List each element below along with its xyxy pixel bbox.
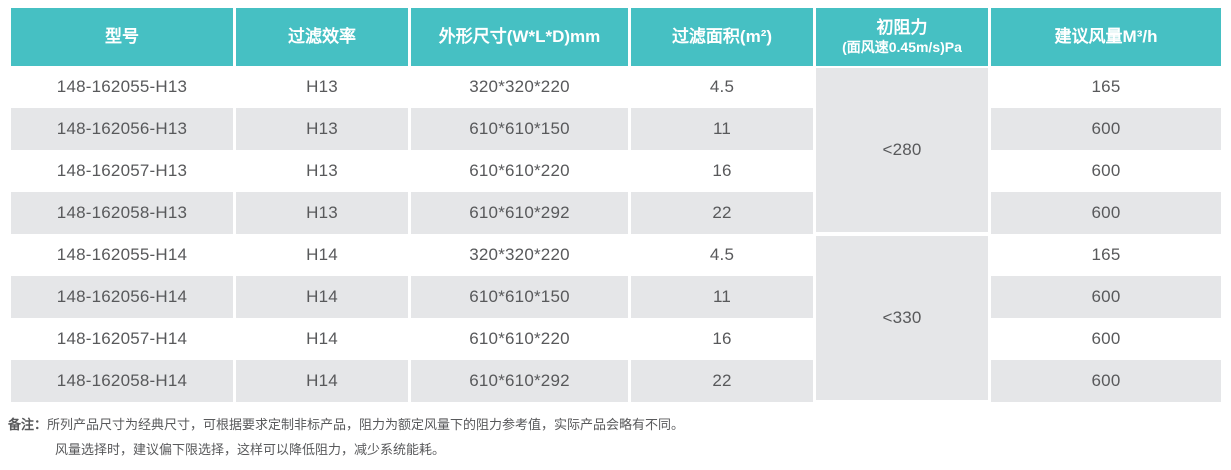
cell-airflow: 165 <box>991 66 1221 108</box>
cell-filter-area: 11 <box>631 108 813 150</box>
cell-filter-area: 11 <box>631 276 813 318</box>
table-row: 148-162056-H13 H13 610*610*150 11 600 <box>11 108 1221 150</box>
cell-dimensions: 610*610*150 <box>411 276 628 318</box>
initial-resistance-title: 初阻力 <box>876 18 928 38</box>
initial-resistance-subtitle: (面风速0.45m/s)Pa <box>842 38 962 55</box>
cell-efficiency: H14 <box>236 360 408 402</box>
cell-airflow: 600 <box>991 150 1221 192</box>
column-header-filter-area: 过滤面积(m²) <box>631 8 813 66</box>
cell-efficiency: H13 <box>236 108 408 150</box>
merged-cell-initial-resistance: <280 <box>816 66 988 234</box>
footnote-label: 备注： <box>8 417 48 432</box>
footnote-line-1: 备注：所列产品尺寸为经典尺寸，可根据要求定制非标产品，阻力为额定风量下的阻力参考… <box>8 412 1231 437</box>
cell-model: 148-162058-H13 <box>11 192 233 234</box>
cell-filter-area: 22 <box>631 192 813 234</box>
table-body: 148-162055-H13 H13 320*320*220 4.5 <280 … <box>11 66 1221 402</box>
cell-airflow: 600 <box>991 108 1221 150</box>
table-header: 型号 过滤效率 外形尺寸(W*L*D)mm 过滤面积(m²) 初阻力 (面风速0… <box>11 8 1221 66</box>
cell-filter-area: 4.5 <box>631 234 813 276</box>
cell-model: 148-162056-H14 <box>11 276 233 318</box>
cell-model: 148-162057-H14 <box>11 318 233 360</box>
cell-airflow: 165 <box>991 234 1221 276</box>
cell-model: 148-162057-H13 <box>11 150 233 192</box>
table-container: 型号 过滤效率 外形尺寸(W*L*D)mm 过滤面积(m²) 初阻力 (面风速0… <box>8 8 1224 402</box>
table-row: 148-162055-H13 H13 320*320*220 4.5 <280 … <box>11 66 1221 234</box>
cell-efficiency: H14 <box>236 234 408 276</box>
table-row: 148-162056-H14 H14 610*610*150 11 600 <box>11 276 1221 318</box>
column-header-model: 型号 <box>11 8 233 66</box>
footnote-text-1: 所列产品尺寸为经典尺寸，可根据要求定制非标产品，阻力为额定风量下的阻力参考值，实… <box>47 417 685 432</box>
header-row: 型号 过滤效率 外形尺寸(W*L*D)mm 过滤面积(m²) 初阻力 (面风速0… <box>11 8 1221 66</box>
cell-dimensions: 610*610*292 <box>411 192 628 234</box>
column-header-airflow: 建议风量M³/h <box>991 8 1221 66</box>
table-row: 148-162057-H14 H14 610*610*220 16 600 <box>11 318 1221 360</box>
cell-airflow: 600 <box>991 360 1221 402</box>
cell-model: 148-162058-H14 <box>11 360 233 402</box>
cell-dimensions: 610*610*220 <box>411 318 628 360</box>
cell-dimensions: 610*610*292 <box>411 360 628 402</box>
cell-efficiency: H14 <box>236 276 408 318</box>
cell-filter-area: 22 <box>631 360 813 402</box>
cell-airflow: 600 <box>991 276 1221 318</box>
cell-airflow: 600 <box>991 192 1221 234</box>
cell-filter-area: 16 <box>631 150 813 192</box>
cell-dimensions: 320*320*220 <box>411 234 628 276</box>
cell-filter-area: 4.5 <box>631 66 813 108</box>
cell-dimensions: 610*610*220 <box>411 150 628 192</box>
merged-cell-initial-resistance: <330 <box>816 234 988 402</box>
footnote-line-2: 风量选择时，建议偏下限选择，这样可以降低阻力，减少系统能耗。 <box>55 442 446 457</box>
table-row: 148-162058-H13 H13 610*610*292 22 600 <box>11 192 1221 234</box>
column-header-dimensions: 外形尺寸(W*L*D)mm <box>411 8 628 66</box>
table-row: 148-162058-H14 H14 610*610*292 22 600 <box>11 360 1221 402</box>
table-row: 148-162057-H13 H13 610*610*220 16 600 <box>11 150 1221 192</box>
column-header-efficiency: 过滤效率 <box>236 8 408 66</box>
table-row: 148-162055-H14 H14 320*320*220 4.5 <330 … <box>11 234 1221 402</box>
cell-model: 148-162056-H13 <box>11 108 233 150</box>
cell-model: 148-162055-H13 <box>11 66 233 108</box>
cell-efficiency: H13 <box>236 192 408 234</box>
filter-spec-table: 型号 过滤效率 外形尺寸(W*L*D)mm 过滤面积(m²) 初阻力 (面风速0… <box>8 8 1224 402</box>
cell-dimensions: 610*610*150 <box>411 108 628 150</box>
cell-dimensions: 320*320*220 <box>411 66 628 108</box>
cell-filter-area: 16 <box>631 318 813 360</box>
cell-efficiency: H13 <box>236 66 408 108</box>
cell-efficiency: H14 <box>236 318 408 360</box>
cell-efficiency: H13 <box>236 150 408 192</box>
column-header-initial-resistance: 初阻力 (面风速0.45m/s)Pa <box>816 8 988 66</box>
footnotes: 备注：所列产品尺寸为经典尺寸，可根据要求定制非标产品，阻力为额定风量下的阻力参考… <box>8 412 1231 462</box>
cell-model: 148-162055-H14 <box>11 234 233 276</box>
cell-airflow: 600 <box>991 318 1221 360</box>
